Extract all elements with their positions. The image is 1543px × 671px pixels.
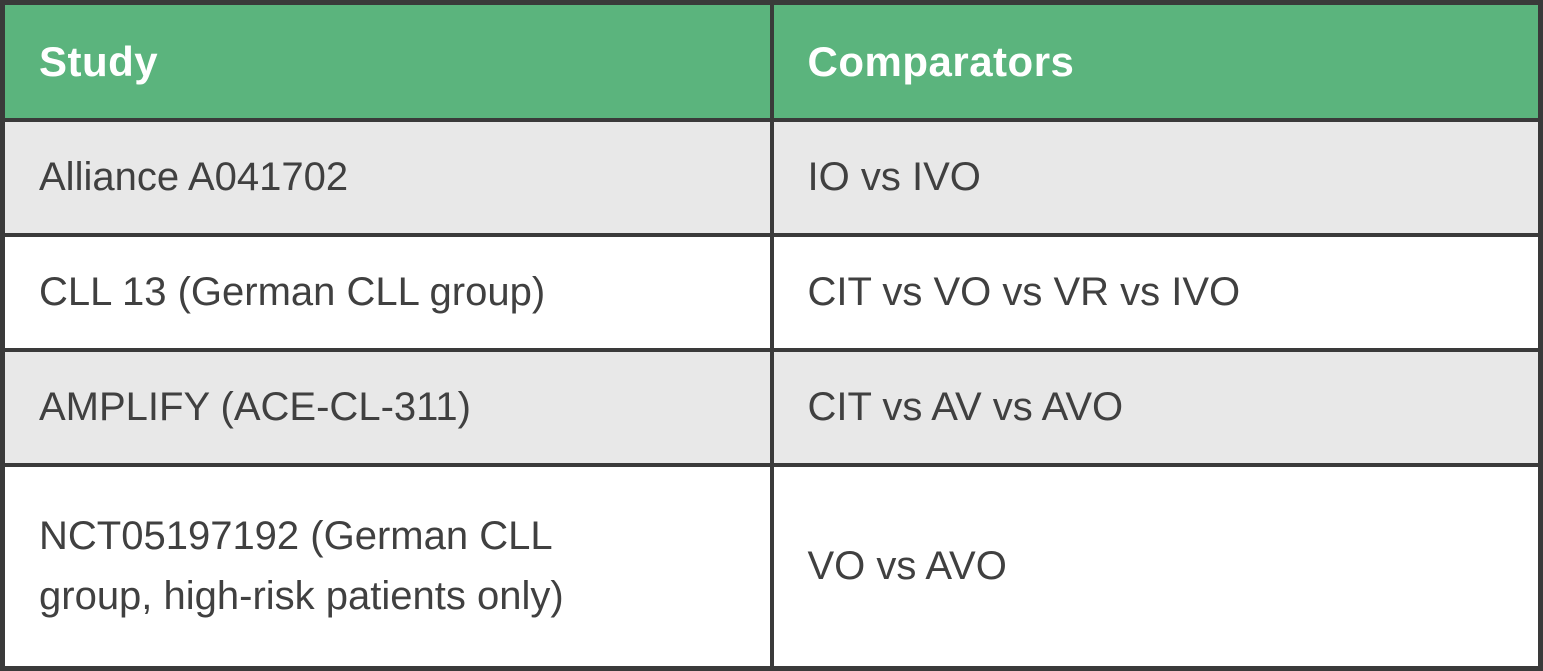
study-cell: Alliance A041702 bbox=[0, 117, 774, 237]
comparators-value: VO vs AVO bbox=[807, 544, 1007, 589]
study-cell: AMPLIFY (ACE-CL-311) bbox=[0, 347, 774, 467]
comparators-cell: CIT vs VO vs VR vs IVO bbox=[769, 232, 1543, 352]
comparators-cell: CIT vs AV vs AVO bbox=[769, 347, 1543, 467]
study-value: Alliance A041702 bbox=[39, 155, 349, 199]
table-row: Alliance A041702 IO vs IVO bbox=[0, 117, 1543, 237]
comparators-cell: VO vs AVO bbox=[769, 462, 1543, 671]
header-comparators-label: Comparators bbox=[807, 37, 1075, 85]
header-study-label: Study bbox=[39, 37, 159, 85]
header-comparators: Comparators bbox=[769, 0, 1543, 122]
study-value: CLL 13 (German CLL group) bbox=[39, 270, 546, 314]
header-study: Study bbox=[0, 0, 774, 122]
study-cell: CLL 13 (German CLL group) bbox=[0, 232, 774, 352]
study-value: AMPLIFY (ACE-CL-311) bbox=[39, 385, 471, 429]
table-row: CLL 13 (German CLL group) CIT vs VO vs V… bbox=[0, 232, 1543, 352]
comparators-cell: IO vs IVO bbox=[769, 117, 1543, 237]
study-value: NCT05197192 (German CLL group, high-risk… bbox=[39, 514, 564, 619]
comparators-value: IO vs IVO bbox=[807, 155, 981, 199]
table-header-row: Study Comparators bbox=[0, 0, 1543, 122]
table-row: NCT05197192 (German CLL group, high-risk… bbox=[0, 462, 1543, 671]
table-row: AMPLIFY (ACE-CL-311) CIT vs AV vs AVO bbox=[0, 347, 1543, 467]
comparators-value: CIT vs AV vs AVO bbox=[807, 385, 1124, 429]
study-cell: NCT05197192 (German CLL group, high-risk… bbox=[0, 462, 774, 671]
comparators-value: CIT vs VO vs VR vs IVO bbox=[807, 270, 1241, 314]
